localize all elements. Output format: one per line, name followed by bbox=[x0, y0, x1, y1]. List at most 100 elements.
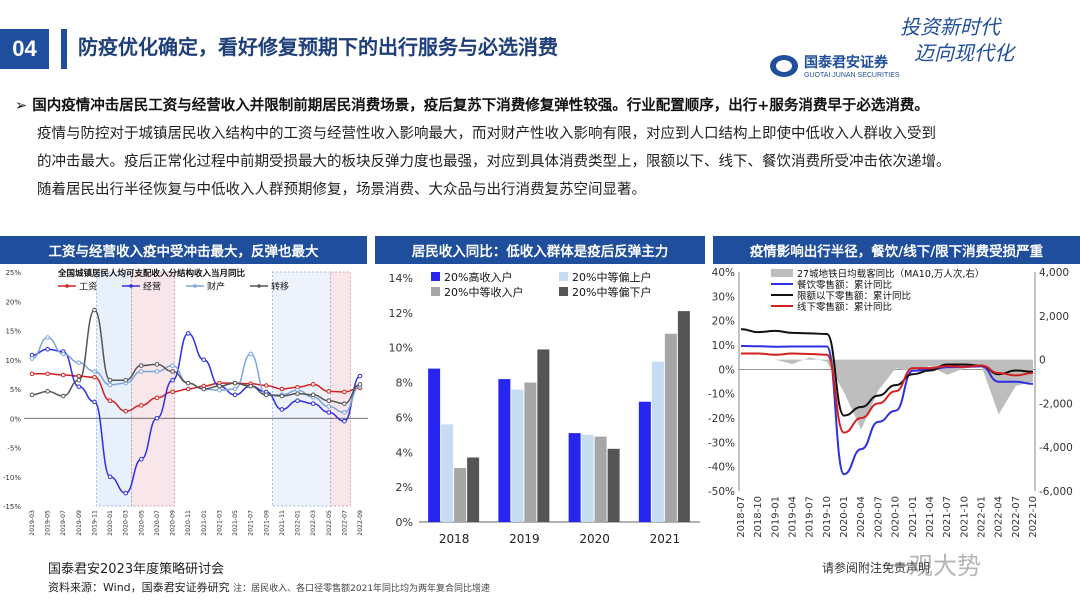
data-point bbox=[45, 389, 50, 394]
x-tick-label: 2019-05 bbox=[45, 510, 52, 536]
series-line-工资 bbox=[31, 373, 361, 412]
legend-label: 20%中等偏上户 bbox=[572, 270, 651, 284]
y2-tick-label: 4,000 bbox=[1039, 267, 1069, 279]
y-tick-label: 10% bbox=[712, 340, 735, 352]
bar-20%中等偏上户-2019 bbox=[511, 389, 524, 522]
x-tick-label: 2022-04 bbox=[994, 496, 1005, 538]
data-point bbox=[76, 360, 82, 365]
data-point bbox=[342, 401, 347, 406]
x-tick-label: 2021-07 bbox=[248, 510, 255, 536]
data-point bbox=[310, 382, 316, 387]
y-tick-label: 6% bbox=[396, 411, 413, 424]
data-point bbox=[310, 401, 316, 406]
summary-bullet-text: 国内疫情冲击居民工资与经营收入并限制前期居民消费场景，疫后复苏下消费修复弹性较强… bbox=[32, 98, 929, 114]
data-point bbox=[45, 346, 50, 352]
bar-20%中等收入户-2021 bbox=[664, 333, 677, 522]
data-point bbox=[217, 383, 222, 389]
legend-swatch bbox=[431, 272, 440, 281]
shade-region-4 bbox=[330, 271, 351, 507]
right-panel-title: 疫情影响出行半径，餐饮/线下/限下消费受损严重 bbox=[713, 236, 1080, 264]
data-point bbox=[45, 335, 50, 340]
x-tick-label: 2019-09 bbox=[76, 510, 83, 536]
data-point bbox=[107, 377, 113, 383]
data-point bbox=[170, 377, 175, 383]
data-point bbox=[107, 398, 113, 403]
y-tick-label: 20% bbox=[712, 316, 735, 328]
bar-20%中等收入户-2020 bbox=[594, 436, 607, 522]
data-point bbox=[154, 362, 160, 367]
source-line: 资料来源：Wind，国泰君安证券研究 注：居民收入、各口径零售额2021年同比均… bbox=[48, 579, 490, 595]
x-tick-label: 2019 bbox=[509, 532, 540, 546]
data-point bbox=[217, 387, 222, 393]
data-point bbox=[326, 389, 332, 394]
x-tick-label: 2022-09 bbox=[357, 510, 364, 536]
y-tick-label: 40% bbox=[712, 267, 735, 279]
y-tick-label: -15% bbox=[3, 503, 21, 511]
bar-20%中等偏上户-2021 bbox=[651, 361, 664, 522]
bar-20%中等偏下户-2018 bbox=[467, 457, 480, 522]
data-point bbox=[170, 369, 175, 374]
x-tick-label: 2022-01 bbox=[976, 496, 987, 538]
bar-20%中等偏下户-2020 bbox=[607, 448, 620, 522]
data-point bbox=[76, 377, 82, 383]
data-point bbox=[92, 375, 97, 380]
summary-text: ➢ 国内疫情冲击居民工资与经营收入并限制前期居民消费场景，疫后复苏下消费修复弹性… bbox=[15, 92, 1075, 204]
shade-region-2 bbox=[131, 271, 175, 507]
chart-title: 全国城镇居民人均可支配收入分结构收入当月同比 bbox=[57, 268, 246, 279]
x-tick-label: 2022-01 bbox=[295, 510, 302, 536]
data-point bbox=[326, 398, 332, 403]
data-point bbox=[279, 386, 285, 392]
y-tick-label: -50% bbox=[708, 486, 735, 498]
data-point bbox=[185, 331, 191, 336]
y-tick-label: 10% bbox=[389, 342, 413, 355]
legend-marker bbox=[65, 284, 69, 288]
x-tick-label: 2019-07 bbox=[60, 510, 67, 536]
x-tick-label: 2020-01 bbox=[839, 496, 850, 538]
brand-name: 国泰君安证券 bbox=[804, 55, 888, 71]
x-tick-label: 2021-01 bbox=[908, 496, 919, 538]
data-point bbox=[60, 351, 66, 357]
x-tick-label: 2019-03 bbox=[29, 510, 36, 536]
x-tick-label: 2019-07 bbox=[805, 496, 816, 538]
x-tick-label: 2018 bbox=[439, 532, 470, 546]
data-point bbox=[92, 399, 97, 405]
data-point bbox=[139, 363, 144, 368]
x-tick-label: 2019-01 bbox=[770, 496, 781, 538]
bar-20%中等收入户-2018 bbox=[454, 467, 467, 522]
x-tick-label: 2021-07 bbox=[942, 496, 953, 538]
x-tick-label: 2022-03 bbox=[310, 510, 317, 536]
y-tick-label: -5% bbox=[7, 445, 21, 453]
source-text: 资料来源：Wind，国泰君安证券研究 bbox=[48, 581, 230, 594]
data-point bbox=[107, 474, 113, 480]
section-number: 04 bbox=[0, 29, 49, 69]
data-point bbox=[139, 456, 144, 462]
data-point bbox=[123, 490, 129, 496]
data-point bbox=[295, 391, 300, 396]
y-tick-label: 0% bbox=[10, 415, 21, 423]
slogan-line-1: 投资新时代 bbox=[900, 15, 1000, 39]
x-tick-label: 2020-05 bbox=[138, 510, 145, 536]
data-point bbox=[29, 392, 35, 398]
watermark: 一观大势 bbox=[885, 552, 981, 580]
data-point bbox=[123, 408, 129, 414]
x-tick-label: 2020-03 bbox=[123, 510, 130, 536]
data-point bbox=[232, 380, 238, 386]
x-tick-label: 2020-09 bbox=[170, 510, 177, 536]
bar-20%中等偏上户-2018 bbox=[441, 424, 454, 522]
y-tick-label: 30% bbox=[712, 291, 735, 303]
y-tick-label: -20% bbox=[708, 413, 735, 425]
data-point bbox=[185, 380, 191, 386]
x-tick-label: 2022-07 bbox=[1011, 496, 1022, 538]
y-tick-label: 5% bbox=[10, 386, 21, 394]
x-tick-label: 2022-07 bbox=[341, 510, 348, 536]
x-tick-label: 2021 bbox=[650, 532, 681, 546]
logo-mark-icon bbox=[770, 54, 798, 77]
y-tick-label: 0% bbox=[396, 516, 413, 529]
mid-panel-title: 居民收入同比：低收入群体是疫后反弹主力 bbox=[375, 236, 705, 264]
legend-label: 餐饮零售额：累计同比 bbox=[797, 279, 892, 291]
data-point bbox=[326, 404, 332, 409]
y2-tick-label: -4,000 bbox=[1039, 442, 1073, 454]
x-tick-label: 2018-07 bbox=[736, 496, 747, 538]
data-point bbox=[123, 377, 129, 383]
data-point bbox=[29, 356, 35, 361]
